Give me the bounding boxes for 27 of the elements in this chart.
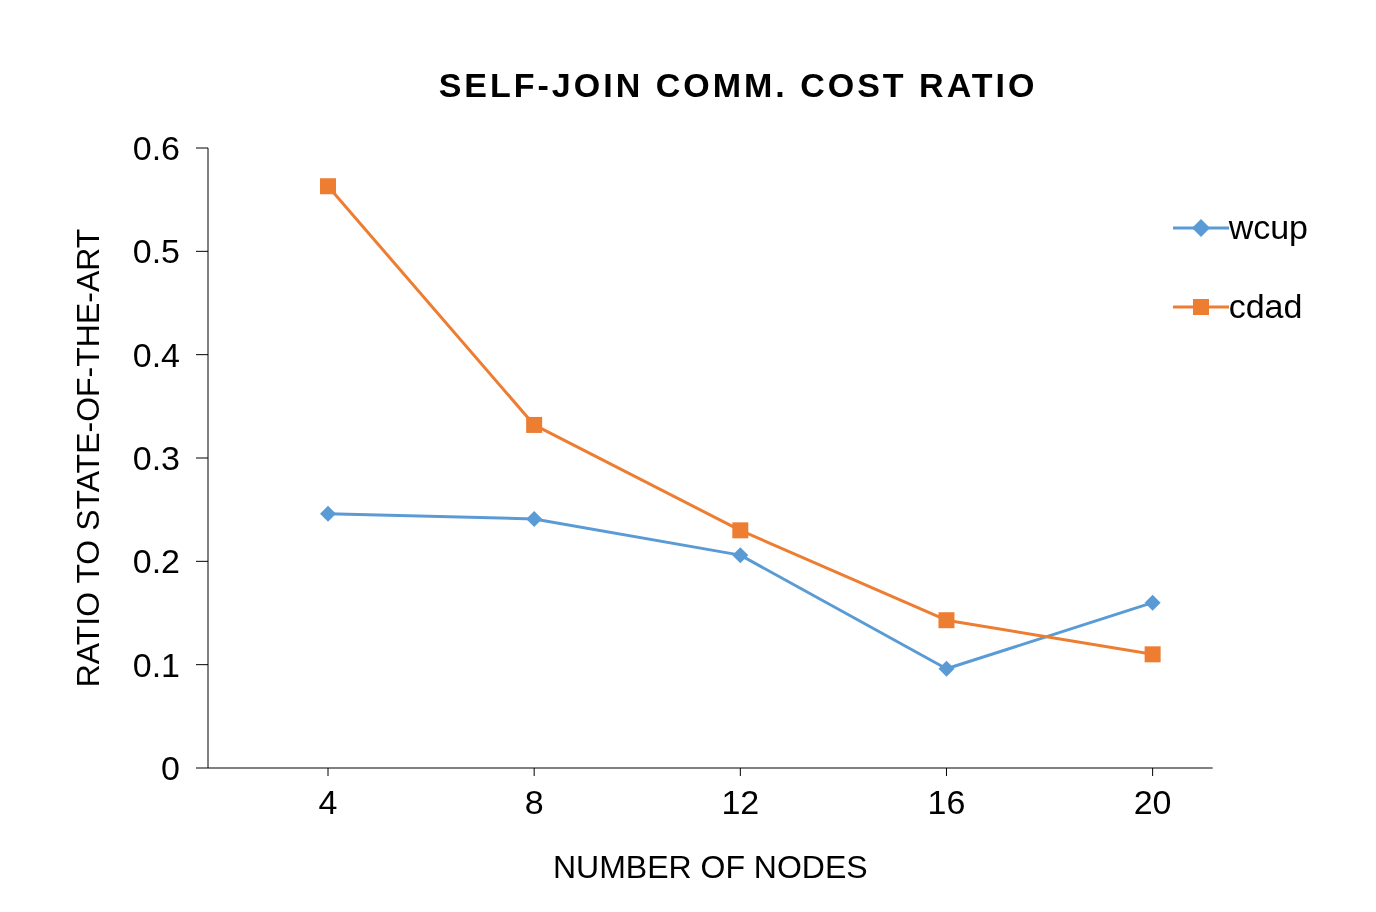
x-tick-label: 12	[721, 783, 760, 822]
x-tick-label: 16	[927, 783, 966, 822]
point	[732, 547, 749, 564]
y-tick-label: 0.6	[132, 129, 180, 168]
y-tick-label: 0.3	[132, 439, 180, 478]
point	[1144, 646, 1161, 663]
point	[732, 522, 749, 539]
point	[938, 612, 955, 629]
point	[320, 178, 336, 195]
legend-label: cdad	[1228, 287, 1303, 326]
point	[938, 660, 955, 677]
point	[1144, 594, 1161, 611]
x-tick-label: 20	[1133, 783, 1172, 822]
y-tick-label: 0.4	[132, 335, 180, 374]
x-tick-label: 8	[524, 783, 544, 822]
y-tick-label: 0.1	[132, 645, 180, 684]
y-axis-title: RATIO TO STATE-OF-THE-ART	[70, 228, 107, 688]
point	[526, 510, 543, 527]
y-tick-label: 0	[161, 749, 180, 788]
y-tick-label: 0.2	[132, 542, 180, 581]
point	[320, 505, 336, 522]
x-axis-title: NUMBER OF NODES	[552, 849, 868, 885]
chart-title: SELF-JOIN COMM. COST RATIO	[437, 66, 1039, 105]
y-tick-label: 0.5	[132, 232, 180, 271]
x-tick-label: 4	[318, 783, 338, 822]
legend-label: wcup	[1228, 208, 1308, 247]
point	[526, 416, 543, 433]
